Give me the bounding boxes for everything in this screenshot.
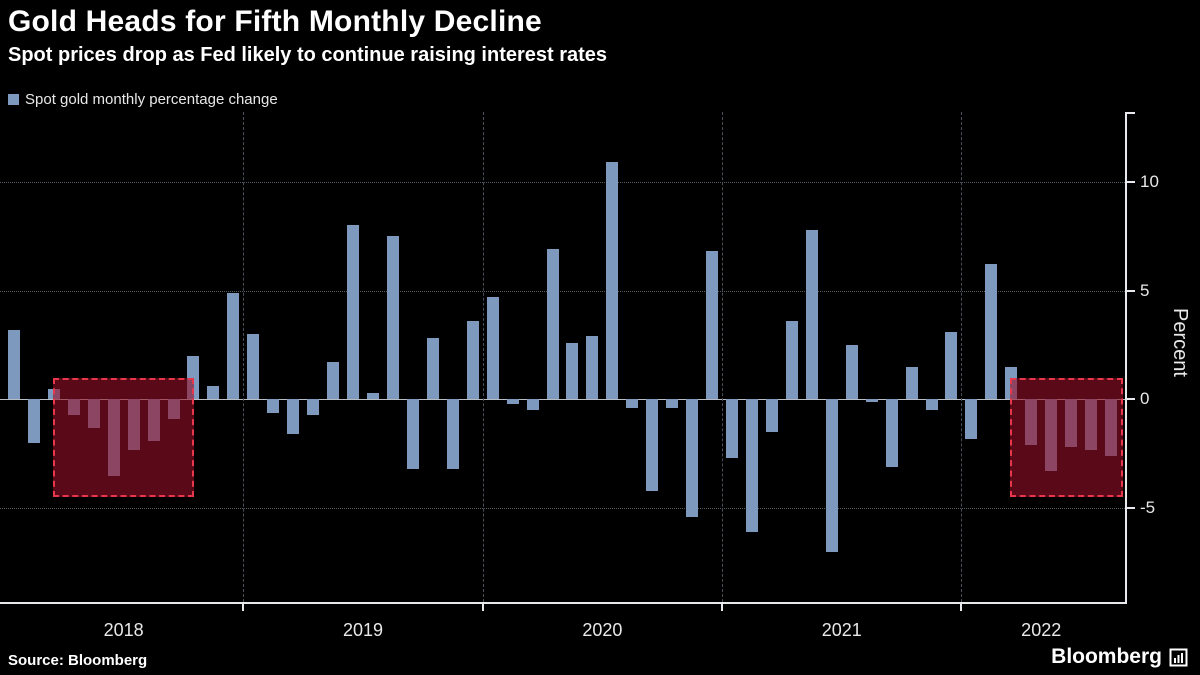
bar-2020-11: [686, 399, 699, 518]
x-tick-mark: [242, 604, 245, 611]
bar-2021-08: [865, 399, 878, 402]
bar-2020-12: [706, 251, 719, 400]
bar-2022-02: [985, 264, 998, 400]
bar-2020-09: [646, 399, 659, 491]
y-tick-label-5: 5: [1140, 280, 1150, 300]
bar-2020-04: [546, 249, 559, 400]
bar-2021-05: [805, 229, 818, 400]
bar-2018-01: [7, 329, 20, 400]
source-attribution: Source: Bloomberg: [8, 652, 148, 669]
bar-2020-01: [486, 297, 499, 400]
bar-2021-06: [825, 399, 838, 552]
bloomberg-logo-text: Bloomberg: [1051, 645, 1162, 668]
bar-2021-04: [785, 321, 798, 400]
gridline-y-10: [0, 181, 1125, 183]
bar-2020-08: [626, 399, 639, 409]
gridline-year-boundary: [243, 112, 245, 602]
y-tick-label--5: -5: [1140, 498, 1156, 518]
legend-label: Spot gold monthly percentage change: [25, 91, 278, 108]
x-axis-line: [0, 602, 1127, 604]
x-tick-label-2020: 2020: [582, 620, 623, 640]
bar-2019-04: [307, 399, 320, 415]
y-tick-mark-5: [1127, 289, 1135, 292]
y-tick-label-0: 0: [1140, 389, 1150, 409]
bar-2021-10: [905, 366, 918, 400]
bar-2021-01: [726, 399, 739, 459]
y-axis-title: Percent: [1169, 308, 1191, 377]
gridline-year-boundary: [722, 112, 724, 602]
bar-2019-03: [287, 399, 300, 435]
gridline-y-0: [0, 399, 1125, 401]
bloomberg-terminal-icon: [1169, 648, 1188, 666]
chart-subtitle: Spot prices drop as Fed likely to contin…: [8, 44, 608, 66]
bar-2021-09: [885, 399, 898, 467]
bar-2019-06: [347, 225, 360, 400]
decline-highlight-box-2018-decline-streak: [52, 377, 195, 498]
x-tick-label-2021: 2021: [821, 620, 862, 640]
legend: Spot gold monthly percentage change: [8, 91, 278, 108]
bar-2019-08: [386, 236, 399, 400]
bar-2021-07: [845, 345, 858, 400]
bar-2020-05: [566, 342, 579, 400]
decline-highlight-box-2022-decline-streak: [1010, 377, 1123, 498]
bar-2020-03: [526, 399, 539, 411]
bar-2022-01: [965, 399, 978, 439]
bar-2019-10: [426, 338, 439, 400]
y-tick-label-10: 10: [1140, 171, 1159, 191]
y-tick-mark-0: [1127, 398, 1135, 401]
x-tick-label-2022: 2022: [1021, 620, 1062, 640]
bar-2018-02: [27, 399, 40, 443]
bar-2021-02: [745, 399, 758, 533]
bar-2021-03: [765, 399, 778, 433]
y-axis-line: [1125, 112, 1127, 604]
y-tick-mark-10: [1127, 180, 1135, 183]
bar-2019-07: [367, 392, 379, 400]
plot-area: [0, 112, 1125, 602]
gridline-y--5: [0, 508, 1125, 510]
x-tick-label-2018: 2018: [103, 620, 144, 640]
bar-2020-07: [606, 162, 619, 400]
bar-2018-12: [227, 292, 240, 400]
x-tick-mark: [481, 604, 484, 611]
bar-2019-05: [327, 362, 340, 400]
bar-2018-11: [207, 386, 220, 400]
bloomberg-logo: Bloomberg: [1051, 645, 1188, 669]
bar-2019-12: [466, 321, 479, 400]
bar-2020-10: [666, 399, 679, 409]
gridline-year-boundary: [482, 112, 484, 602]
x-tick-mark: [721, 604, 724, 611]
bar-2021-12: [945, 331, 958, 400]
bar-2021-11: [925, 399, 938, 411]
x-tick-label-2019: 2019: [343, 620, 384, 640]
bar-2019-01: [247, 334, 260, 400]
legend-swatch-icon: [8, 94, 19, 105]
y-axis-top-tick: [1127, 112, 1135, 114]
bar-2020-02: [506, 399, 519, 404]
gridline-y-5: [0, 290, 1125, 292]
bar-2020-06: [586, 336, 599, 400]
chart-title: Gold Heads for Fifth Monthly Decline: [8, 5, 542, 38]
bar-2019-02: [267, 399, 280, 413]
bar-2019-11: [446, 399, 459, 470]
gridline-year-boundary: [961, 112, 963, 602]
y-tick-mark--5: [1127, 507, 1135, 510]
x-tick-mark: [960, 604, 963, 611]
bar-2019-09: [406, 399, 419, 470]
